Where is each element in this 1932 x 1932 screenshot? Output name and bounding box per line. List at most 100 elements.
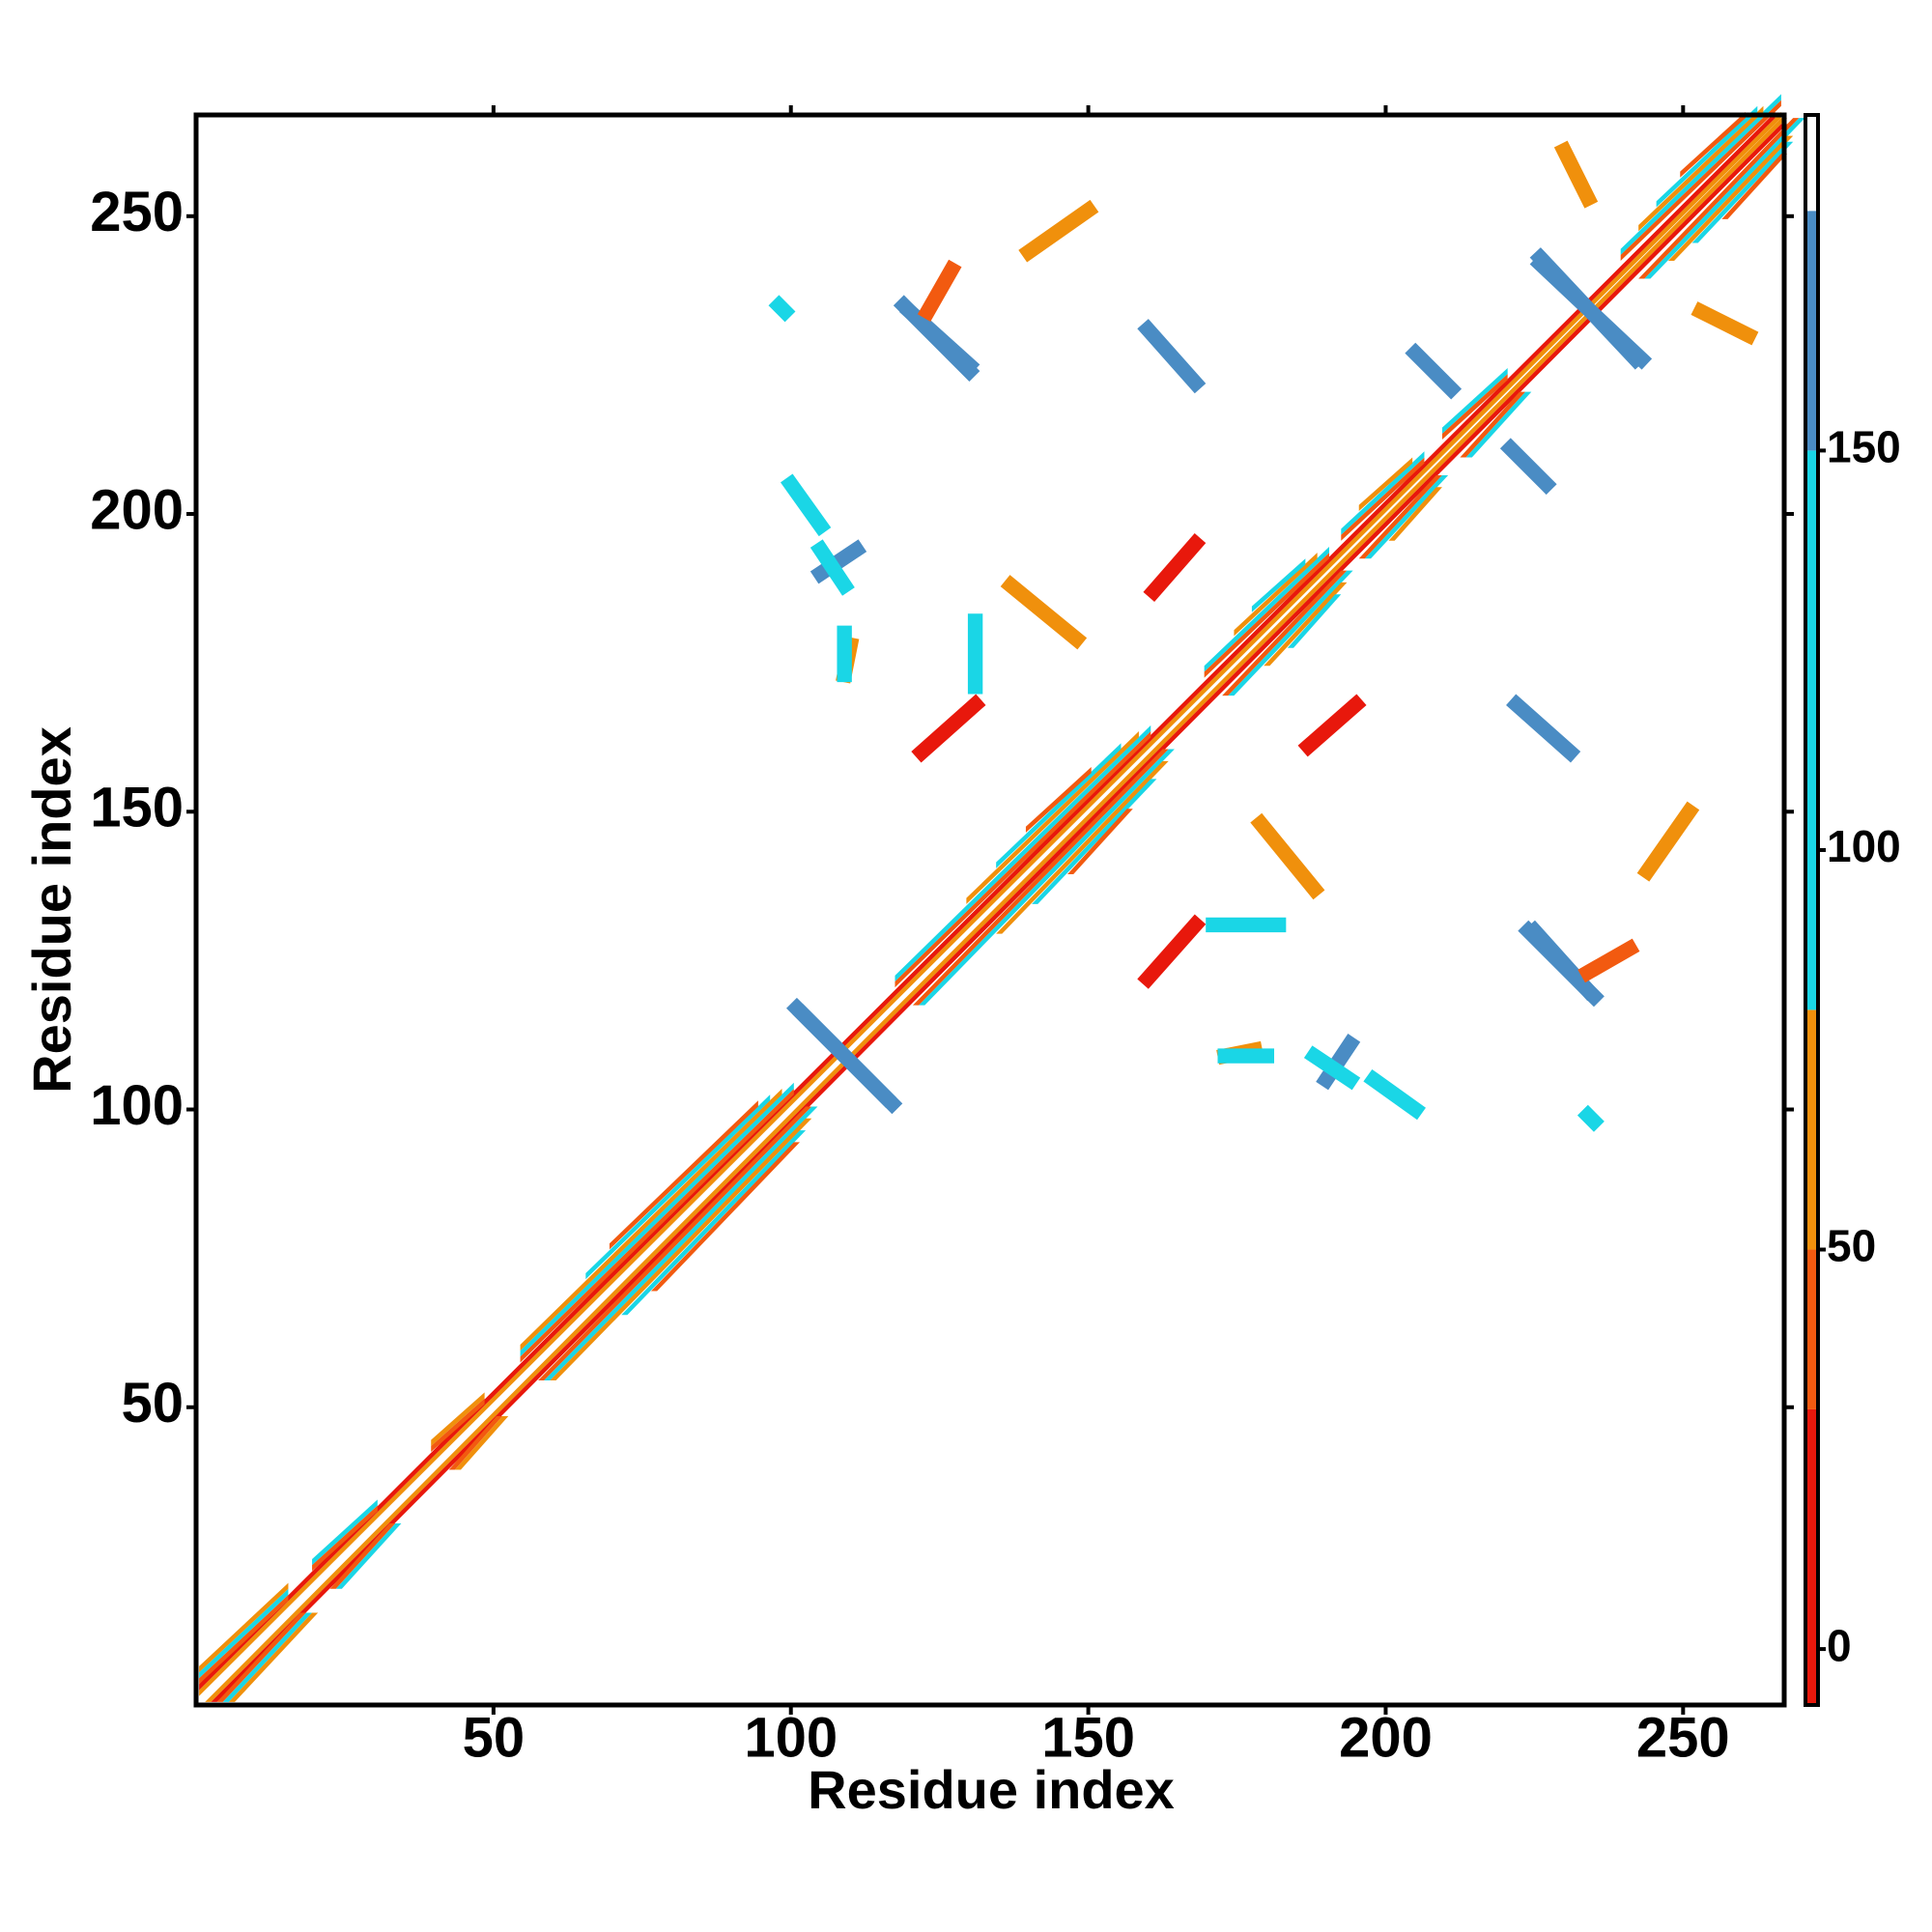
colorbar-segment bbox=[1805, 1249, 1818, 1409]
contact bbox=[1523, 920, 1599, 1002]
contact bbox=[1018, 199, 1099, 263]
diagonal-band bbox=[1680, 111, 1746, 178]
x-tick-label: 50 bbox=[463, 1706, 526, 1769]
diagonal-band bbox=[199, 111, 1776, 1690]
x-tick-label: 150 bbox=[1041, 1706, 1135, 1769]
contact bbox=[1363, 1068, 1426, 1121]
diagonal-band bbox=[1620, 94, 1781, 255]
contact bbox=[1137, 319, 1207, 394]
colorbar-frame bbox=[1804, 113, 1820, 1707]
colorbar-segment bbox=[1805, 1408, 1818, 1705]
contact bbox=[1000, 575, 1088, 650]
diagonal-band bbox=[1656, 105, 1758, 208]
diagonal-band bbox=[1341, 457, 1425, 541]
diagonal-band bbox=[216, 1612, 306, 1702]
diagonal-band bbox=[544, 1106, 818, 1381]
diagonal-band bbox=[550, 1118, 812, 1381]
contact bbox=[911, 694, 986, 763]
contact bbox=[1137, 914, 1207, 989]
diagonal-band bbox=[1067, 809, 1133, 875]
contact bbox=[917, 259, 962, 322]
diagonal-band bbox=[1460, 391, 1526, 458]
plot-frame bbox=[193, 112, 1787, 1708]
contact bbox=[1499, 438, 1557, 496]
contact bbox=[1577, 938, 1640, 983]
diagonal-band bbox=[1644, 118, 1805, 279]
diagonal-band bbox=[1358, 474, 1442, 559]
contact bbox=[768, 295, 796, 323]
heatmap-cells bbox=[199, 94, 1805, 1702]
diagonal-band bbox=[609, 1100, 758, 1250]
diagonal-band bbox=[1638, 105, 1764, 232]
diagonal-band bbox=[1620, 99, 1781, 262]
y-tick-label: 200 bbox=[90, 478, 184, 541]
diagonal-band bbox=[1204, 553, 1329, 678]
diagonal-band bbox=[199, 1594, 289, 1685]
diagonal-band bbox=[1032, 779, 1157, 904]
diagonal-band bbox=[1264, 582, 1348, 667]
diagonal-band bbox=[1204, 546, 1329, 672]
diagonal-band bbox=[1721, 154, 1788, 219]
diagonal-band bbox=[651, 1142, 800, 1292]
diagonal-band bbox=[1025, 767, 1092, 833]
x-tick-label: 250 bbox=[1636, 1706, 1730, 1769]
diagonal-band bbox=[520, 1088, 782, 1351]
y-tick-label: 50 bbox=[121, 1372, 184, 1435]
diagonal-band bbox=[1234, 553, 1318, 637]
diagonal-band bbox=[996, 743, 1122, 868]
contact bbox=[1577, 1104, 1605, 1132]
contact bbox=[780, 473, 832, 537]
diagonal-band bbox=[228, 1612, 319, 1702]
diagonal-band bbox=[329, 1522, 396, 1589]
contact bbox=[899, 300, 980, 376]
diagonal-band bbox=[199, 1582, 289, 1673]
diagonal-band bbox=[966, 731, 1139, 904]
diagonal-band bbox=[312, 1499, 378, 1566]
diagonal-band bbox=[895, 724, 1151, 981]
diagonal-band bbox=[1358, 457, 1413, 511]
diagonal-band bbox=[431, 1392, 485, 1446]
diagonal-band bbox=[1465, 391, 1532, 458]
diagonal-band bbox=[448, 1416, 503, 1470]
contact bbox=[1636, 801, 1700, 882]
diagonal-band bbox=[205, 118, 1788, 1702]
diagonal-band bbox=[1638, 118, 1800, 279]
x-tick-label: 100 bbox=[744, 1706, 838, 1769]
diagonal-band bbox=[996, 760, 1169, 934]
diagonal-band bbox=[1341, 451, 1425, 535]
colorbar-segment bbox=[1805, 1009, 1818, 1250]
diagonal-band bbox=[211, 124, 1788, 1702]
diagonal-band bbox=[199, 111, 1781, 1696]
diagonal-band bbox=[520, 1082, 794, 1357]
diagonal-band bbox=[919, 749, 1175, 1006]
diagonal-band bbox=[1364, 474, 1449, 559]
x-tick-label: 200 bbox=[1339, 1706, 1433, 1769]
diagonal-band bbox=[454, 1416, 509, 1470]
diagonal-band bbox=[1228, 570, 1353, 696]
diagonal-band bbox=[1667, 135, 1794, 262]
diagonal-band bbox=[431, 1398, 485, 1452]
contact bbox=[1553, 140, 1599, 209]
contact bbox=[1506, 694, 1581, 763]
diagonal-band bbox=[895, 731, 1151, 988]
diagonal-band bbox=[520, 1088, 794, 1363]
contact bbox=[1143, 533, 1207, 603]
colorbar-tick-label: 50 bbox=[1827, 1221, 1876, 1271]
colorbar-tick-label: 0 bbox=[1827, 1620, 1852, 1670]
diagonal-band bbox=[585, 1094, 771, 1280]
y-tick-label: 150 bbox=[90, 777, 184, 839]
diagonal-band bbox=[1388, 487, 1442, 541]
diagonal-band bbox=[222, 1612, 313, 1702]
contact bbox=[1690, 301, 1759, 346]
y-tick-label: 100 bbox=[90, 1074, 184, 1137]
diagonal-band bbox=[1222, 570, 1348, 696]
contact bbox=[1405, 342, 1463, 400]
colorbar-tick-label: 100 bbox=[1827, 821, 1901, 871]
diagonal-band bbox=[1251, 558, 1306, 612]
contact bbox=[810, 539, 855, 596]
diagonal-band bbox=[538, 1106, 812, 1381]
diagonal-band bbox=[1441, 368, 1508, 434]
diagonal-band bbox=[1441, 374, 1508, 440]
x-axis-label: Residue index bbox=[808, 1759, 1175, 1820]
